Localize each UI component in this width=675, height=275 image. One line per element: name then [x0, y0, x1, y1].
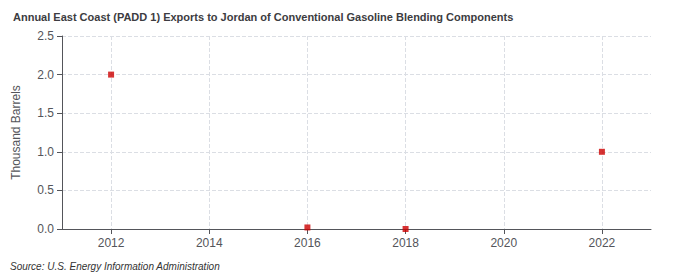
svg-text:1.0: 1.0	[37, 145, 54, 159]
svg-text:2016: 2016	[294, 236, 321, 250]
svg-text:2012: 2012	[98, 236, 125, 250]
svg-text:Thousand Barrels: Thousand Barrels	[9, 85, 23, 180]
svg-text:1.5: 1.5	[37, 106, 54, 120]
svg-text:Annual East Coast (PADD 1) Exp: Annual East Coast (PADD 1) Exports to Jo…	[13, 11, 513, 23]
svg-text:2018: 2018	[392, 236, 419, 250]
svg-text:2022: 2022	[589, 236, 616, 250]
svg-text:2.0: 2.0	[37, 68, 54, 82]
svg-text:2.5: 2.5	[37, 29, 54, 43]
svg-text:0.0: 0.0	[37, 222, 54, 236]
svg-text:2020: 2020	[490, 236, 517, 250]
svg-text:Source: U.S. Energy Informatio: Source: U.S. Energy Information Administ…	[10, 261, 220, 272]
svg-text:2014: 2014	[196, 236, 223, 250]
svg-text:0.5: 0.5	[37, 183, 54, 197]
